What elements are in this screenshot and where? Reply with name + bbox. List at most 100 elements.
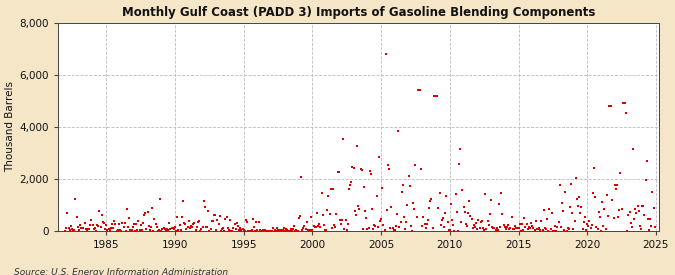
Point — [406, 224, 416, 228]
Point — [649, 225, 660, 229]
Point — [378, 223, 389, 227]
Point — [468, 222, 479, 227]
Point — [358, 185, 369, 189]
Point — [512, 226, 522, 230]
Point — [274, 229, 285, 233]
Point — [68, 227, 78, 232]
Point — [322, 208, 333, 213]
Point — [470, 225, 481, 229]
Point — [442, 219, 453, 224]
Point — [161, 228, 171, 233]
Point — [276, 228, 287, 232]
Point — [386, 205, 397, 209]
Point — [200, 225, 211, 230]
Point — [190, 227, 201, 232]
Y-axis label: Thousand Barrels: Thousand Barrels — [5, 81, 16, 172]
Point — [111, 229, 122, 233]
Point — [95, 225, 106, 229]
Point — [217, 227, 227, 231]
Point — [245, 229, 256, 233]
Point — [643, 217, 653, 221]
Point — [639, 213, 650, 218]
Point — [622, 229, 632, 233]
Point — [429, 93, 439, 98]
Point — [355, 167, 366, 172]
Point — [527, 223, 538, 228]
Point — [504, 226, 515, 231]
Point — [246, 228, 257, 233]
Point — [213, 222, 224, 226]
Point — [477, 219, 487, 224]
Point — [587, 223, 597, 227]
Point — [124, 216, 134, 220]
Point — [186, 224, 196, 228]
Point — [608, 216, 619, 221]
Point — [399, 215, 410, 219]
Point — [395, 219, 406, 224]
Point — [575, 210, 586, 215]
Point — [528, 226, 539, 230]
Point — [134, 228, 145, 232]
Point — [485, 197, 496, 202]
Point — [427, 226, 438, 230]
Point — [463, 211, 474, 215]
Point — [61, 226, 72, 231]
Point — [310, 225, 321, 230]
Point — [159, 227, 170, 232]
Point — [165, 227, 176, 231]
Point — [558, 209, 568, 213]
Point — [180, 222, 191, 227]
Point — [184, 226, 195, 231]
Point — [253, 220, 264, 224]
Point — [93, 223, 104, 228]
Point — [100, 227, 111, 232]
Point — [76, 226, 86, 230]
Point — [452, 228, 463, 233]
Point — [396, 189, 407, 194]
Point — [204, 229, 215, 233]
Point — [225, 218, 236, 222]
Point — [151, 225, 162, 229]
Point — [562, 225, 573, 230]
Point — [265, 228, 275, 233]
Point — [150, 222, 161, 226]
Point — [549, 224, 560, 229]
Point — [518, 228, 529, 232]
Point — [538, 208, 549, 212]
Point — [335, 222, 346, 226]
Point — [404, 184, 415, 188]
Point — [610, 187, 621, 191]
Point — [135, 223, 146, 227]
Point — [410, 163, 421, 167]
Point — [623, 213, 634, 218]
Point — [281, 227, 292, 231]
Point — [63, 226, 74, 230]
Point — [105, 228, 115, 233]
Point — [210, 213, 221, 217]
Point — [605, 104, 616, 108]
Point — [491, 226, 502, 230]
Point — [331, 212, 342, 216]
Point — [101, 222, 112, 227]
Point — [171, 229, 182, 233]
Point — [271, 229, 281, 233]
Point — [400, 227, 410, 231]
Point — [71, 215, 82, 219]
Point — [207, 219, 218, 223]
Point — [534, 226, 545, 230]
Point — [192, 220, 203, 225]
Point — [523, 225, 534, 229]
Point — [379, 227, 390, 232]
Point — [423, 218, 433, 222]
Point — [452, 210, 462, 215]
Point — [632, 204, 643, 208]
Point — [279, 229, 290, 233]
Point — [350, 213, 361, 218]
Point — [211, 228, 221, 233]
Point — [371, 194, 382, 198]
Point — [542, 217, 553, 222]
Point — [139, 213, 150, 218]
Point — [645, 217, 655, 221]
Point — [602, 213, 613, 218]
Point — [377, 186, 387, 191]
